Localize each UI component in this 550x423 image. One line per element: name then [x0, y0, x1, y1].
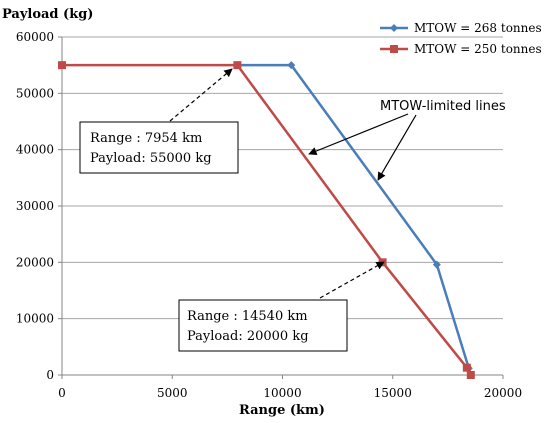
gridlines — [62, 36, 503, 320]
legend-label-268: MTOW = 268 tonnes — [414, 21, 542, 35]
x-tick-label: 20000 — [484, 386, 522, 400]
annotation-box-2: Range : 14540 km Payload: 20000 kg — [178, 299, 348, 352]
series-point-1 — [58, 61, 66, 70]
series-point-0 — [432, 260, 441, 269]
y-tick-label: 50000 — [16, 86, 54, 100]
series-point-0 — [287, 61, 296, 70]
annotation-box-2-payload: Payload: 20000 kg — [187, 329, 309, 344]
y-tick-label: 40000 — [16, 143, 54, 157]
annotation-box-1: Range : 7954 km Payload: 55000 kg — [79, 121, 239, 174]
annotation-arrow-1 — [169, 68, 233, 122]
y-tick-labels: 0 10000 20000 30000 40000 50000 60000 — [16, 30, 54, 382]
y-tick-label: 0 — [46, 368, 54, 382]
annotation-box-1-payload: Payload: 55000 kg — [90, 151, 212, 166]
y-axis-title: Payload (kg) — [2, 7, 93, 22]
x-axis-title: Range (km) — [239, 403, 325, 418]
x-tick-label: 15000 — [374, 386, 412, 400]
callout-mtow-limited: MTOW-limited lines — [380, 99, 506, 114]
annotation-arrow-2 — [319, 261, 385, 299]
callout-arrow-red — [308, 113, 409, 156]
series-point-1 — [233, 61, 242, 70]
annotation-box-1-range: Range : 7954 km — [90, 131, 202, 146]
annotation-box-1-frame — [79, 121, 239, 174]
y-tick-label: 30000 — [16, 199, 54, 213]
y-tick-label: 60000 — [16, 30, 54, 44]
legend-marker-268 — [390, 24, 398, 32]
annotation-box-2-range: Range : 14540 km — [187, 309, 308, 324]
y-tick-label: 10000 — [16, 312, 54, 326]
x-tick-labels: 0 5000 10000 15000 20000 — [58, 386, 522, 400]
axes — [58, 36, 504, 379]
series-point-1 — [462, 363, 471, 372]
y-tick-label: 20000 — [16, 255, 54, 269]
x-tick-label: 5000 — [157, 386, 188, 400]
callout-arrow-blue — [377, 114, 417, 181]
legend-marker-250 — [390, 45, 398, 53]
legend-label-250: MTOW = 250 tonnes — [414, 42, 542, 56]
x-tick-label: 0 — [58, 386, 66, 400]
annotation-box-2-frame — [178, 299, 348, 352]
x-tick-label: 10000 — [263, 386, 301, 400]
series-point-1 — [466, 371, 475, 379]
legend: MTOW = 268 tonnes MTOW = 250 tonnes — [380, 21, 542, 56]
